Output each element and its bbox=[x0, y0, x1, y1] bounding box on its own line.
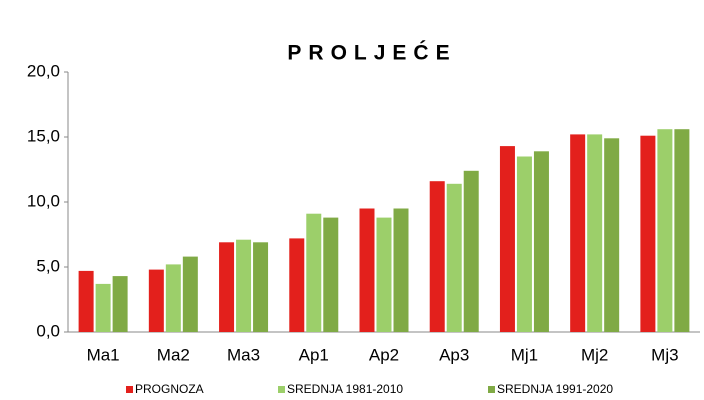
bar bbox=[657, 129, 673, 332]
bar bbox=[587, 134, 603, 332]
y-tick-label: 0,0 bbox=[36, 321, 60, 340]
bar bbox=[499, 146, 515, 332]
legend-label: PROGNOZA bbox=[135, 382, 204, 396]
y-tick-label: 15,0 bbox=[27, 126, 60, 145]
legend-swatch bbox=[126, 386, 133, 393]
y-tick-label: 5,0 bbox=[36, 256, 60, 275]
bar bbox=[78, 270, 94, 332]
legend-swatch bbox=[278, 386, 285, 393]
bar bbox=[533, 151, 549, 332]
x-tick-label: Mj1 bbox=[511, 345, 538, 364]
bar bbox=[446, 183, 462, 332]
bar bbox=[219, 242, 235, 332]
x-tick-label: Ap3 bbox=[439, 345, 469, 364]
bar bbox=[376, 217, 392, 332]
x-tick-label: Ap2 bbox=[369, 345, 399, 364]
chart-title: PROLJEĆE bbox=[287, 41, 456, 65]
x-tick-label: Ap1 bbox=[299, 345, 329, 364]
bar bbox=[674, 129, 690, 332]
x-tick-label: Ma1 bbox=[87, 345, 120, 364]
bar bbox=[306, 213, 322, 332]
legend-label: SREDNJA 1991-2020 bbox=[497, 382, 613, 396]
bar bbox=[323, 217, 339, 332]
x-tick-label: Mj2 bbox=[581, 345, 608, 364]
bar bbox=[182, 256, 198, 332]
bar bbox=[112, 276, 128, 332]
bar bbox=[640, 135, 656, 332]
bar bbox=[236, 239, 252, 332]
bar bbox=[429, 181, 445, 332]
bar bbox=[359, 208, 375, 332]
bar bbox=[393, 208, 409, 332]
bar bbox=[516, 156, 532, 332]
bar bbox=[148, 269, 164, 332]
x-tick-label: Ma3 bbox=[227, 345, 260, 364]
bar bbox=[165, 264, 181, 332]
bar bbox=[463, 170, 479, 332]
bar bbox=[289, 238, 305, 332]
y-tick-label: 10,0 bbox=[27, 191, 60, 210]
bar bbox=[95, 283, 111, 332]
bar bbox=[604, 138, 620, 332]
x-tick-label: Mj3 bbox=[651, 345, 678, 364]
x-tick-label: Ma2 bbox=[157, 345, 190, 364]
bar bbox=[570, 134, 586, 332]
y-tick-label: 20,0 bbox=[27, 61, 60, 80]
legend-swatch bbox=[488, 386, 495, 393]
legend-label: SREDNJA 1981-2010 bbox=[287, 382, 403, 396]
bar bbox=[253, 242, 269, 332]
